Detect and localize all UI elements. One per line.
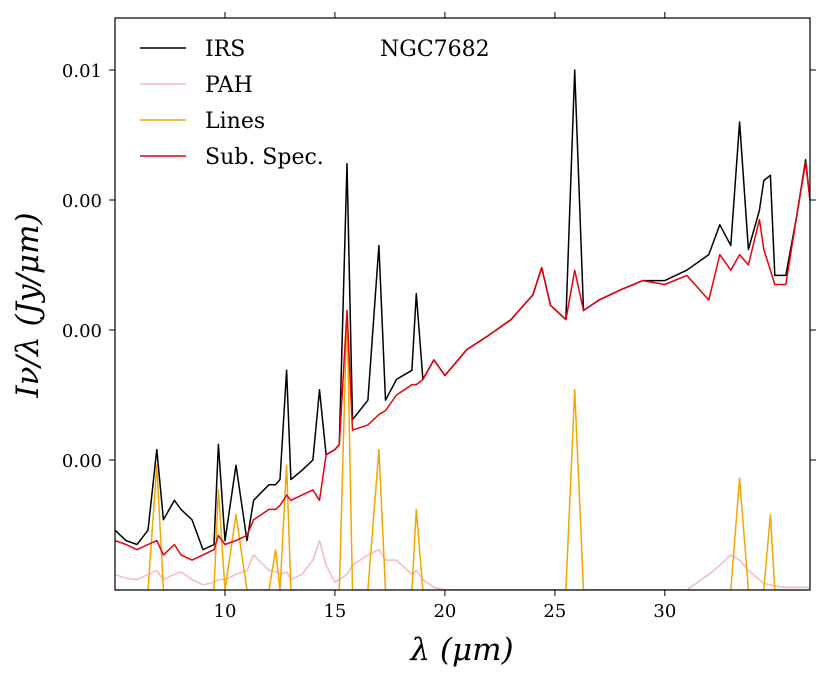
x-tick-label: 30 (653, 601, 676, 622)
x-tick-label: 25 (543, 601, 566, 622)
plot-area (115, 69, 810, 590)
y-tick-label: 0.00 (62, 321, 102, 342)
legend-label: PAH (205, 73, 253, 98)
series-line (115, 161, 810, 561)
legend-label: Sub. Spec. (205, 145, 324, 170)
y-tick-label: 0.00 (62, 451, 102, 472)
legend-label: IRS (205, 37, 245, 62)
y-axis-label: Iν/λ (Jy/μm) (10, 212, 46, 398)
series-line (115, 309, 810, 590)
legend-label: Lines (205, 109, 265, 134)
axes-frame (114, 17, 811, 591)
x-axis-label: λ (μm) (408, 632, 513, 668)
x-tick-label: 10 (214, 601, 237, 622)
annotation: NGC7682 (380, 37, 490, 62)
y-tick-label: 0.00 (62, 191, 102, 212)
x-tick-label: 20 (433, 601, 456, 622)
x-tick-label: 15 (323, 601, 346, 622)
series-line (115, 539, 810, 590)
y-tick-label: 0.01 (62, 61, 102, 82)
series-line (115, 69, 810, 551)
